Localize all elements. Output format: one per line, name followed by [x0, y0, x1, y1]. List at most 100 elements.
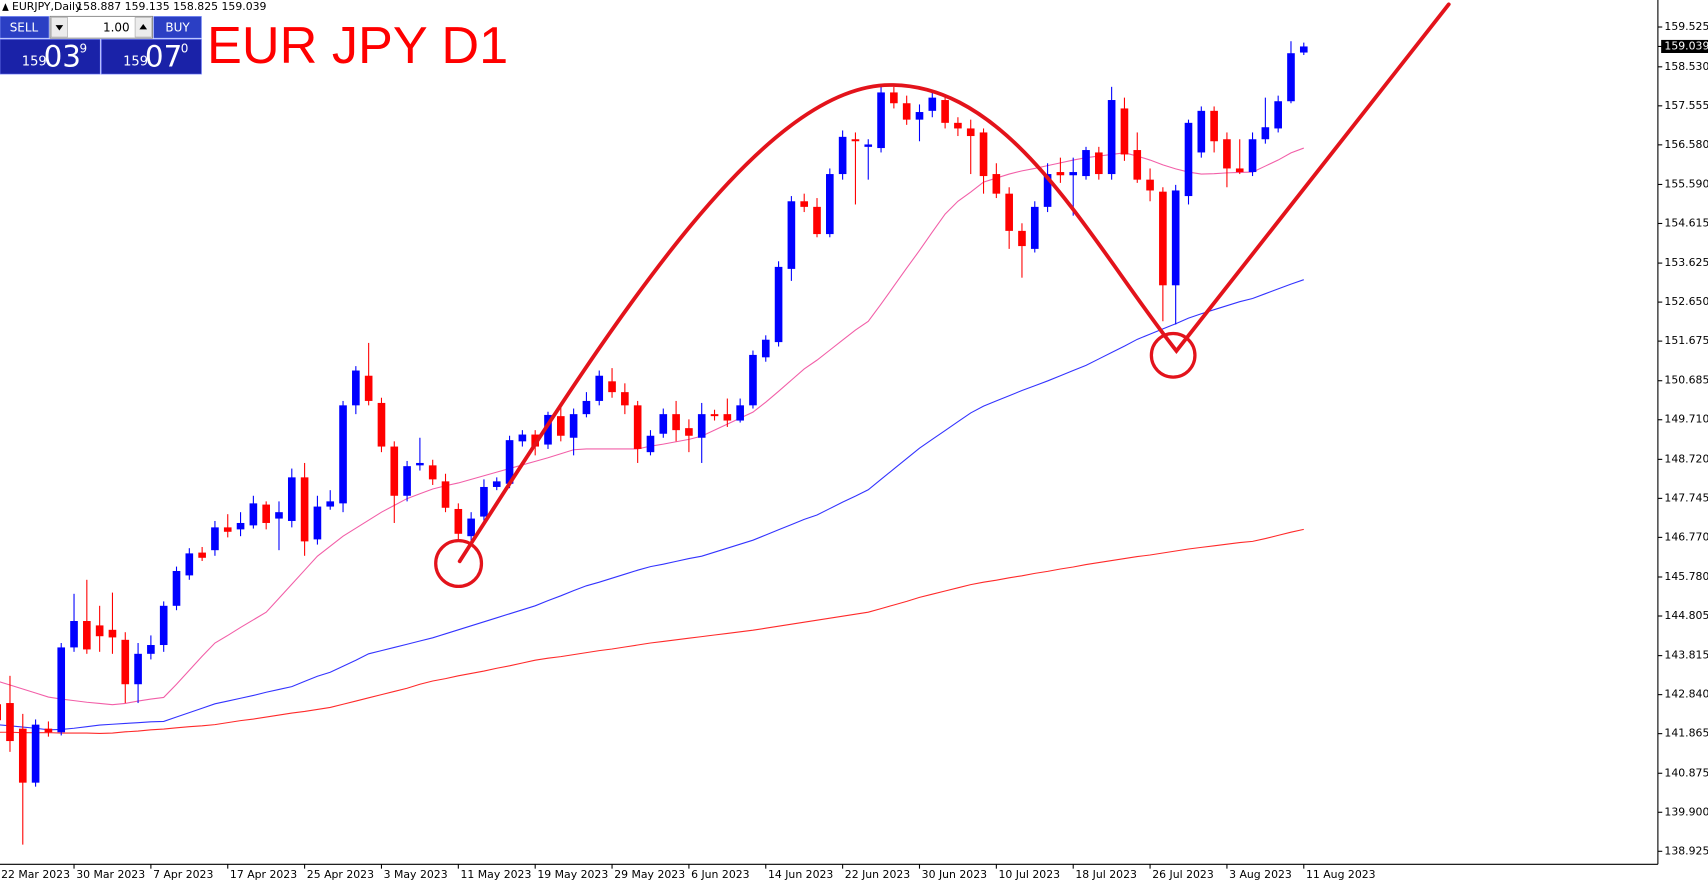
- buy-button[interactable]: [153, 16, 202, 39]
- candle-body: [1069, 172, 1078, 176]
- buy-price-box[interactable]: [100, 38, 202, 75]
- x-tick-label: 11 Aug 2023: [1306, 868, 1376, 881]
- buy-price-handle: 159: [123, 55, 148, 70]
- moving-average-line: [0, 279, 1304, 731]
- last-price-label: 159.039: [1664, 39, 1708, 52]
- candle-body: [416, 462, 424, 466]
- candle-body: [1159, 191, 1167, 286]
- candle-body: [83, 621, 91, 650]
- candle-body: [198, 552, 206, 558]
- candle-body: [595, 375, 604, 401]
- candle-body: [621, 392, 629, 406]
- y-tick-label: 157.555: [1664, 99, 1708, 112]
- candle-body: [685, 428, 693, 436]
- y-tick-label: 147.745: [1664, 491, 1708, 504]
- candle-body: [134, 653, 142, 685]
- candle-body: [300, 477, 309, 542]
- sell-price-box[interactable]: [0, 38, 101, 75]
- y-tick-label: 145.780: [1664, 570, 1708, 583]
- x-tick-label: 22 Mar 2023: [1, 868, 70, 881]
- candle-body: [890, 92, 898, 104]
- x-tick-label: 29 May 2023: [614, 868, 685, 881]
- sell-button[interactable]: [0, 16, 50, 39]
- candle-body: [108, 629, 117, 638]
- collapse-icon[interactable]: [2, 3, 9, 11]
- candle-body: [966, 128, 975, 137]
- last-price-tag: [1661, 39, 1708, 53]
- y-tick-label: 142.840: [1664, 688, 1708, 701]
- candle-body: [31, 724, 40, 783]
- candle-body: [1235, 168, 1244, 173]
- candle-body: [1095, 152, 1103, 175]
- candle-body: [1120, 108, 1129, 155]
- lot-value: 1.00: [103, 20, 130, 34]
- buy-price-pips: 07: [145, 39, 182, 73]
- candle-body: [505, 440, 514, 484]
- x-tick-label: 18 Jul 2023: [1075, 868, 1137, 881]
- candle-body: [864, 144, 873, 147]
- sell-price-pips: 03: [44, 39, 81, 73]
- candle-body: [723, 414, 732, 421]
- candle-body: [992, 174, 1001, 194]
- candle-body: [377, 402, 386, 447]
- candle-body: [57, 647, 66, 733]
- x-tick-label: 3 May 2023: [384, 868, 448, 881]
- y-tick-label: 140.875: [1664, 766, 1708, 779]
- x-tick-label: 10 Jul 2023: [999, 868, 1061, 881]
- candle-body: [531, 434, 540, 447]
- candle-body: [480, 486, 488, 517]
- drawn-circle: [1149, 331, 1197, 379]
- candle-body: [211, 527, 219, 551]
- y-tick-label: 151.675: [1664, 334, 1708, 347]
- candle-body: [544, 414, 552, 445]
- candle-body: [1274, 101, 1282, 129]
- candle-body: [352, 370, 360, 406]
- candle-body: [1005, 193, 1013, 231]
- candle-body: [569, 414, 578, 438]
- candle-body: [736, 405, 744, 421]
- y-tick-label: 138.925: [1664, 844, 1708, 857]
- plot-area: [0, 41, 1308, 845]
- candle-body: [1184, 122, 1193, 197]
- candle-body: [18, 728, 27, 783]
- candle-body: [121, 639, 130, 685]
- candle-body: [851, 139, 860, 142]
- y-tick-label: 153.625: [1664, 256, 1708, 269]
- candle-body: [672, 414, 680, 431]
- candle-body: [1030, 206, 1039, 249]
- candle-body: [1299, 46, 1308, 53]
- candle-body: [467, 518, 475, 537]
- lot-box[interactable]: [49, 15, 153, 39]
- x-tick-label: 17 Apr 2023: [230, 868, 297, 881]
- candle-body: [390, 446, 399, 496]
- candle-body: [236, 522, 245, 530]
- candle-body: [787, 201, 796, 269]
- candle-body: [0, 704, 1, 721]
- annotations: [434, 2, 1451, 589]
- trade-panel: SELL 1.00 BUY 159 03 9 159 07 0: [0, 15, 202, 75]
- candle-body: [339, 405, 347, 504]
- arrow-down: [55, 25, 64, 31]
- candle-body: [710, 414, 719, 417]
- y-tick-label: 149.710: [1664, 413, 1708, 426]
- candle-body: [761, 339, 770, 358]
- x-tick-label: 30 Jun 2023: [922, 868, 987, 881]
- x-tick-label: 6 Jun 2023: [691, 868, 750, 881]
- y-tick-label: 152.650: [1664, 295, 1708, 308]
- arrow-up: [139, 23, 148, 30]
- drawn-pattern-line: [457, 2, 1451, 564]
- buy-price-point: 0: [181, 42, 189, 56]
- candle-body: [454, 508, 463, 534]
- candle-body: [1171, 190, 1180, 286]
- candle-body: [249, 503, 258, 526]
- candle-body: [1018, 230, 1026, 247]
- x-tick-label: 7 Apr 2023: [153, 868, 213, 881]
- candle-body: [223, 527, 232, 532]
- buy-label: BUY: [165, 20, 190, 34]
- candle-body: [275, 512, 283, 519]
- candle-body: [518, 434, 527, 442]
- candle-body: [877, 92, 885, 149]
- candle-body: [441, 481, 450, 508]
- candle-body: [44, 728, 53, 733]
